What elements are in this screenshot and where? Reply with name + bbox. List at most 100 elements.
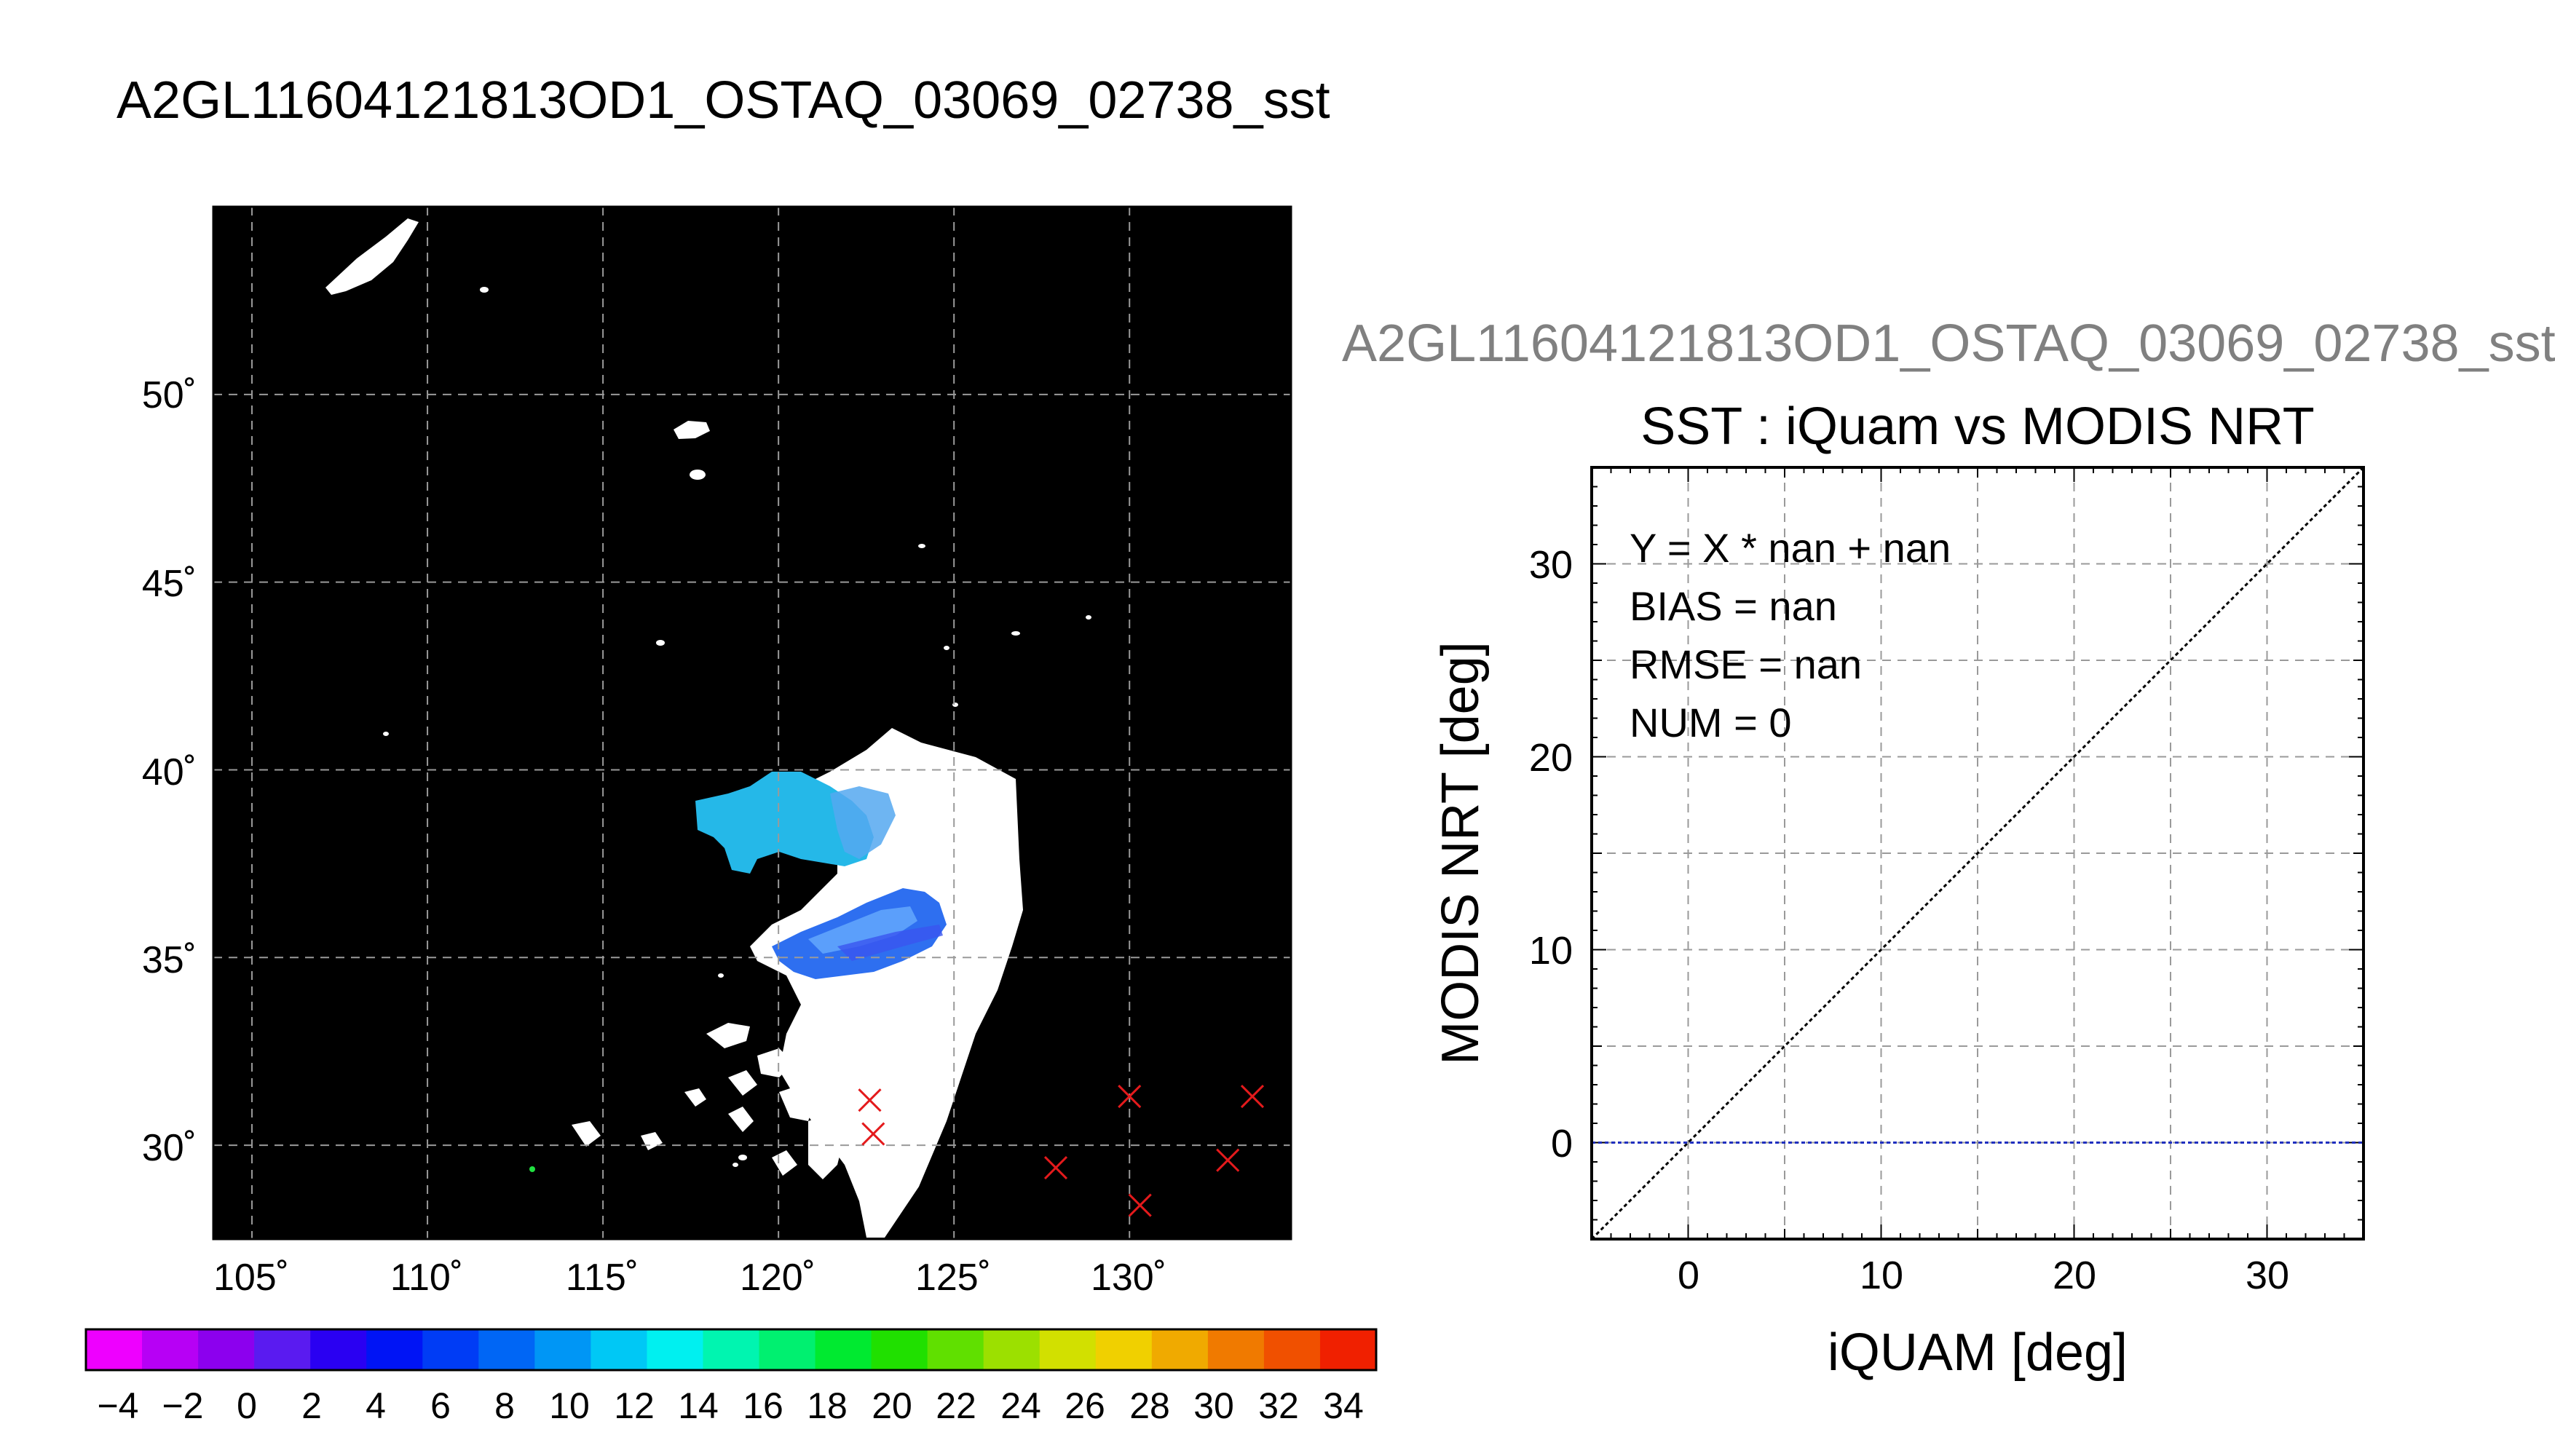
colorbar-tick-label: −2: [162, 1385, 203, 1426]
colorbar-swatch: [815, 1329, 872, 1370]
colorbar-swatch: [647, 1329, 704, 1370]
map-y-tick-label: 35˚: [142, 939, 197, 981]
fragment-coast-7: [684, 1088, 706, 1107]
colorbar-swatch: [759, 1329, 816, 1370]
stats-fit-line: Y = X * nan + nan: [1630, 525, 1951, 571]
map-y-tick-label: 30˚: [142, 1127, 197, 1169]
colorbar-swatch: [1319, 1329, 1377, 1370]
sst-map: 105˚ 110˚ 115˚ 120˚ 125˚ 130˚ 30˚ 35˚ 40…: [142, 205, 1292, 1299]
fragment-coast-3: [779, 1085, 816, 1121]
colorbar-tick-labels: −4 −2 0 2 4 6 8 10 12 14 16 18 20 22 24 …: [97, 1385, 1363, 1426]
fragment-north-4: [918, 544, 925, 548]
map-y-tick-label: 45˚: [142, 563, 197, 605]
map-x-tick-label: 110˚: [390, 1257, 463, 1299]
stats-bias: BIAS = nan: [1630, 583, 1837, 629]
colorbar-tick-label: 32: [1258, 1385, 1299, 1426]
stats-rmse: RMSE = nan: [1630, 641, 1862, 687]
colorbar-swatch: [591, 1329, 648, 1370]
fragment-north-5: [1011, 631, 1020, 636]
map-x-tick-label: 115˚: [566, 1257, 639, 1299]
map-x-tick-label: 105˚: [213, 1257, 289, 1299]
scatter-y-tick-label: 0: [1551, 1122, 1573, 1166]
fragment-north-9: [383, 732, 389, 736]
colorbar-swatch: [927, 1329, 984, 1370]
fragment-coast-13: [732, 1163, 738, 1167]
fragment-north-8: [1086, 615, 1091, 620]
match-marker: [1128, 1193, 1152, 1217]
colorbar-swatch: [254, 1329, 311, 1370]
fragment-coast-1: [706, 1023, 750, 1048]
map-background: [213, 207, 1291, 1239]
colorbar-swatch: [1263, 1329, 1321, 1370]
fragment-north-2: [690, 470, 706, 480]
sst-patch-yellow-sea-light: [808, 906, 917, 954]
colorbar-swatch: [871, 1329, 928, 1370]
colorbar-swatch: [86, 1329, 143, 1370]
match-marker: [1240, 1084, 1265, 1109]
map-x-tick-labels: 105˚ 110˚ 115˚ 120˚ 125˚ 130˚: [213, 1257, 1166, 1299]
colorbar-swatch: [1151, 1329, 1209, 1370]
colorbar-tick-label: 12: [614, 1385, 655, 1426]
one-to-one-line: [1590, 466, 2365, 1241]
colorbar-tick-label: 16: [743, 1385, 783, 1426]
colorbar-tick-label: 20: [872, 1385, 912, 1426]
scatter-x-tick-labels: 0 10 20 30: [1678, 1254, 2289, 1297]
map-match-markers: [858, 1084, 1265, 1217]
fragment-north-7: [480, 287, 489, 293]
fragment-coast-12: [738, 1155, 747, 1160]
fragment-north-3: [656, 640, 665, 646]
fragment-coast-6: [728, 1107, 754, 1132]
colorbar-tick-label: 8: [494, 1385, 515, 1426]
scatter-x-axis-label: iQUAM [deg]: [1828, 1324, 2128, 1382]
scatter-x-tick-label: 20: [2053, 1254, 2096, 1297]
colorbar-tick-label: 2: [301, 1385, 322, 1426]
scatter-reference-lines: [1590, 466, 2365, 1241]
map-x-tick-label: 120˚: [740, 1257, 816, 1299]
colorbar-tick-label: 24: [1000, 1385, 1041, 1426]
sst-swath: [529, 728, 1023, 1238]
scatter-y-tick-labels: 0 10 20 30: [1529, 543, 1573, 1166]
match-marker: [861, 1122, 885, 1146]
colorbar-tick-label: 22: [936, 1385, 976, 1426]
map-y-tick-label: 50˚: [142, 374, 197, 416]
scatter-x-tick-label: 30: [2246, 1254, 2289, 1297]
match-marker: [1118, 1084, 1142, 1109]
map-y-tick-label: 40˚: [142, 751, 197, 794]
scatter-y-tick-label: 20: [1529, 736, 1573, 780]
colorbar-swatch: [198, 1329, 255, 1370]
scatter-y-axis-label: MODIS NRT [deg]: [1431, 641, 1490, 1065]
colorbar-swatch: [1039, 1329, 1097, 1370]
fragment-coast-4: [728, 1070, 757, 1096]
colorbar-tick-label: 30: [1193, 1385, 1234, 1426]
colorbar-tick-label: 0: [237, 1385, 257, 1426]
fragment-north-6: [944, 646, 949, 650]
colorbar-frame: [84, 1328, 1378, 1372]
plot-frame: [1590, 466, 2365, 1241]
colorbar-swatch: [366, 1329, 423, 1370]
colorbar-tick-label: −4: [97, 1385, 138, 1426]
colorbar-swatch: [1207, 1329, 1265, 1370]
colorbar-swatch: [983, 1329, 1040, 1370]
mask-fragments: [325, 218, 1091, 1179]
scatter-y-tick-label: 30: [1529, 543, 1573, 587]
colorbar-swatch: [703, 1329, 760, 1370]
map-graticule: [213, 207, 1291, 1239]
fragment-coast-5: [808, 1114, 845, 1179]
sst-patch-bohai: [695, 772, 874, 874]
colorbar-swatch: [310, 1329, 367, 1370]
scatter-x-tick-label: 0: [1678, 1254, 1699, 1297]
colorbar-tick-label: 4: [366, 1385, 386, 1426]
swath-white-area: [750, 728, 1023, 1238]
colorbar-tick-label: 28: [1129, 1385, 1170, 1426]
fragment-coast-8: [572, 1121, 601, 1147]
scatter-title: SST : iQuam vs MODIS NRT: [1640, 397, 2315, 456]
map-y-tick-labels: 30˚ 35˚ 40˚ 45˚ 50˚: [142, 374, 197, 1169]
map-x-tick-label: 125˚: [915, 1257, 991, 1299]
fragment-coast-11: [718, 973, 724, 978]
sst-patch-bohai-east: [830, 786, 896, 859]
colorbar-swatch: [478, 1329, 535, 1370]
scatter-supertitle: A2GL11604121813OD1_OSTAQ_03069_02738_sst: [1342, 314, 2555, 373]
scatter-y-tick-label: 10: [1529, 929, 1573, 973]
colorbar-tick-label: 14: [678, 1385, 719, 1426]
sst-patch-korea-strip: [837, 925, 943, 961]
